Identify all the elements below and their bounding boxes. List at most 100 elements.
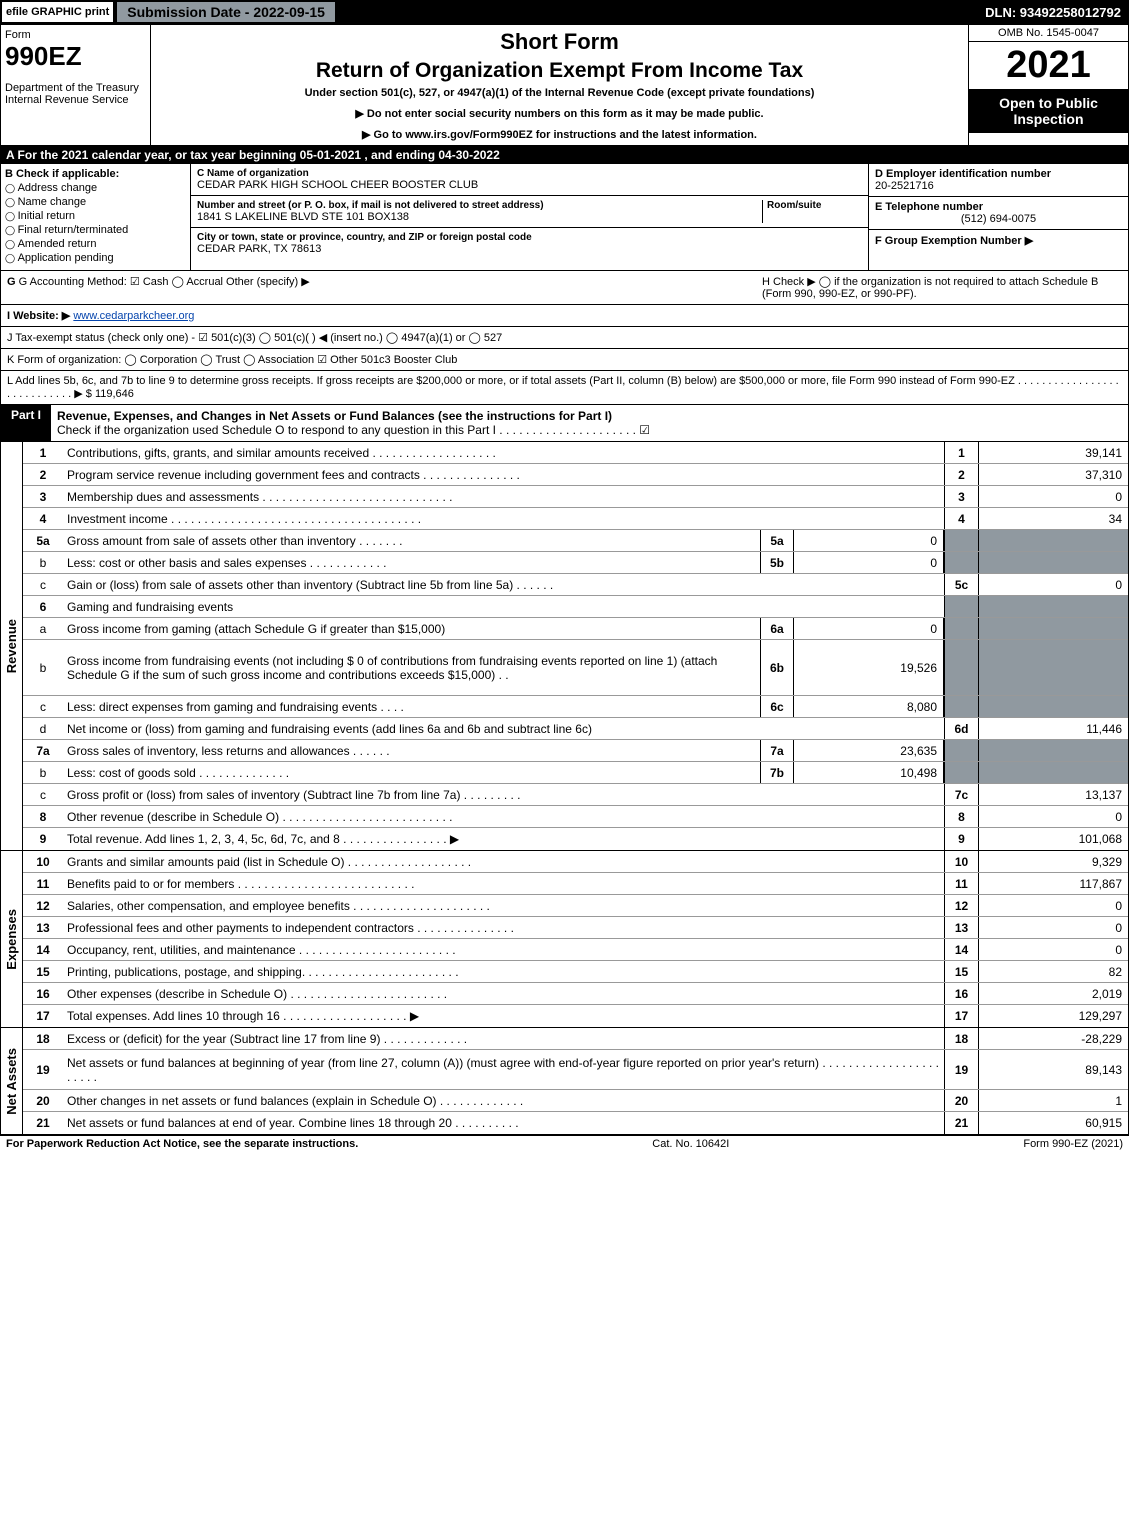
expenses-side-label: Expenses <box>1 851 23 1027</box>
org-name-label: C Name of organization <box>197 168 862 179</box>
open-to-public: Open to Public Inspection <box>969 89 1128 133</box>
phone-value: (512) 694-0075 <box>875 213 1122 225</box>
line-11: 11Benefits paid to or for members . . . … <box>23 873 1128 895</box>
phone-row: E Telephone number (512) 694-0075 <box>869 197 1128 230</box>
line-18: 18Excess or (deficit) for the year (Subt… <box>23 1028 1128 1050</box>
dln-label: DLN: 93492258012792 <box>977 5 1129 20</box>
part-i-check: Check if the organization used Schedule … <box>57 423 650 437</box>
note-url: ▶ Go to www.irs.gov/Form990EZ for instru… <box>155 128 964 141</box>
line-6c: cLess: direct expenses from gaming and f… <box>23 696 1128 718</box>
note-ssn: ▶ Do not enter social security numbers o… <box>155 107 964 120</box>
addr-value: 1841 S LAKELINE BLVD STE 101 BOX138 <box>197 211 762 223</box>
line-6d: dNet income or (loss) from gaming and fu… <box>23 718 1128 740</box>
header-left: Form 990EZ Department of the Treasury In… <box>1 25 151 145</box>
efile-print-button[interactable]: efile GRAPHIC print <box>0 0 115 24</box>
row-k: K Form of organization: ◯ Corporation ◯ … <box>0 349 1129 371</box>
form-header: Form 990EZ Department of the Treasury In… <box>0 24 1129 146</box>
chk-address-change[interactable]: Address change <box>5 182 186 194</box>
row-a-tax-year: A For the 2021 calendar year, or tax yea… <box>0 146 1129 164</box>
city-row: City or town, state or province, country… <box>191 228 868 259</box>
row-l-text: L Add lines 5b, 6c, and 7b to line 9 to … <box>7 375 1119 400</box>
ein-value: 20-2521716 <box>875 180 1122 192</box>
line-8: 8Other revenue (describe in Schedule O) … <box>23 806 1128 828</box>
footer-form-id: Form 990-EZ (2021) <box>1023 1138 1123 1150</box>
line-20: 20Other changes in net assets or fund ba… <box>23 1090 1128 1112</box>
website-label: I Website: ▶ <box>7 310 70 322</box>
line-5a: 5aGross amount from sale of assets other… <box>23 530 1128 552</box>
chk-initial-return[interactable]: Initial return <box>5 210 186 222</box>
part-i-title: Revenue, Expenses, and Changes in Net As… <box>51 405 1128 441</box>
expenses-group: Expenses 10Grants and similar amounts pa… <box>1 850 1128 1027</box>
line-7c: cGross profit or (loss) from sales of in… <box>23 784 1128 806</box>
block-b: B Check if applicable: Address change Na… <box>1 164 191 270</box>
tax-year: 2021 <box>969 42 1128 89</box>
line-15: 15Printing, publications, postage, and s… <box>23 961 1128 983</box>
form-subtitle: Under section 501(c), 527, or 4947(a)(1)… <box>155 87 964 99</box>
line-9: 9Total revenue. Add lines 1, 2, 3, 4, 5c… <box>23 828 1128 850</box>
ein-label: D Employer identification number <box>875 168 1122 180</box>
part-i-header: Part I Revenue, Expenses, and Changes in… <box>0 405 1129 442</box>
form-title: Return of Organization Exempt From Incom… <box>155 59 964 83</box>
row-l: L Add lines 5b, 6c, and 7b to line 9 to … <box>0 371 1129 405</box>
ein-row: D Employer identification number 20-2521… <box>869 164 1128 197</box>
org-name-row: C Name of organization CEDAR PARK HIGH S… <box>191 164 868 196</box>
row-j: J Tax-exempt status (check only one) - ☑… <box>0 327 1129 349</box>
row-gh: G G Accounting Method: ☑ Cash ◯ Accrual … <box>0 271 1129 305</box>
line-16: 16Other expenses (describe in Schedule O… <box>23 983 1128 1005</box>
line-19: 19Net assets or fund balances at beginni… <box>23 1050 1128 1090</box>
block-right: D Employer identification number 20-2521… <box>868 164 1128 270</box>
block-c: C Name of organization CEDAR PARK HIGH S… <box>191 164 868 270</box>
revenue-side-label: Revenue <box>1 442 23 850</box>
row-l-value: 119,646 <box>95 388 134 400</box>
line-7b: bLess: cost of goods sold . . . . . . . … <box>23 762 1128 784</box>
line-5b: bLess: cost or other basis and sales exp… <box>23 552 1128 574</box>
accounting-method: G G Accounting Method: ☑ Cash ◯ Accrual … <box>7 275 762 300</box>
line-21: 21Net assets or fund balances at end of … <box>23 1112 1128 1134</box>
line-1: 1Contributions, gifts, grants, and simil… <box>23 442 1128 464</box>
room-label: Room/suite <box>767 200 862 211</box>
org-name: CEDAR PARK HIGH SCHOOL CHEER BOOSTER CLU… <box>197 179 862 191</box>
form-label: Form <box>5 29 146 41</box>
omb-number: OMB No. 1545-0047 <box>969 25 1128 42</box>
part-i-label: Part I <box>1 405 51 441</box>
chk-name-change[interactable]: Name change <box>5 196 186 208</box>
chk-final-return[interactable]: Final return/terminated <box>5 224 186 236</box>
city-label: City or town, state or province, country… <box>197 232 862 243</box>
block-bcd: B Check if applicable: Address change Na… <box>0 164 1129 271</box>
short-form-label: Short Form <box>155 29 964 55</box>
schedule-b-check: H Check ▶ ◯ if the organization is not r… <box>762 275 1122 300</box>
group-exemption-row: F Group Exemption Number ▶ <box>869 230 1128 251</box>
top-bar: efile GRAPHIC print Submission Date - 20… <box>0 0 1129 24</box>
block-b-label: B Check if applicable: <box>5 168 186 180</box>
netassets-group: Net Assets 18Excess or (deficit) for the… <box>1 1027 1128 1134</box>
row-i: I Website: ▶ www.cedarparkcheer.org <box>0 305 1129 327</box>
line-2: 2Program service revenue including gover… <box>23 464 1128 486</box>
header-right: OMB No. 1545-0047 2021 Open to Public In… <box>968 25 1128 145</box>
line-17: 17Total expenses. Add lines 10 through 1… <box>23 1005 1128 1027</box>
website-link[interactable]: www.cedarparkcheer.org <box>73 310 194 322</box>
phone-label: E Telephone number <box>875 201 1122 213</box>
city-value: CEDAR PARK, TX 78613 <box>197 243 862 255</box>
line-12: 12Salaries, other compensation, and empl… <box>23 895 1128 917</box>
line-10: 10Grants and similar amounts paid (list … <box>23 851 1128 873</box>
line-6b: bGross income from fundraising events (n… <box>23 640 1128 696</box>
line-14: 14Occupancy, rent, utilities, and mainte… <box>23 939 1128 961</box>
footer-cat-no: Cat. No. 10642I <box>358 1138 1023 1150</box>
chk-amended-return[interactable]: Amended return <box>5 238 186 250</box>
footer-left: For Paperwork Reduction Act Notice, see … <box>6 1138 358 1150</box>
part-i-table: Revenue 1Contributions, gifts, grants, a… <box>0 442 1129 1135</box>
addr-row: Number and street (or P. O. box, if mail… <box>191 196 868 228</box>
revenue-group: Revenue 1Contributions, gifts, grants, a… <box>1 442 1128 850</box>
submission-date: Submission Date - 2022-09-15 <box>115 0 337 24</box>
line-13: 13Professional fees and other payments t… <box>23 917 1128 939</box>
line-6: 6Gaming and fundraising events <box>23 596 1128 618</box>
chk-application-pending[interactable]: Application pending <box>5 252 186 264</box>
addr-label: Number and street (or P. O. box, if mail… <box>197 200 762 211</box>
line-4: 4Investment income . . . . . . . . . . .… <box>23 508 1128 530</box>
footer: For Paperwork Reduction Act Notice, see … <box>0 1135 1129 1152</box>
line-3: 3Membership dues and assessments . . . .… <box>23 486 1128 508</box>
group-exemption-label: F Group Exemption Number ▶ <box>875 234 1122 247</box>
line-7a: 7aGross sales of inventory, less returns… <box>23 740 1128 762</box>
netassets-side-label: Net Assets <box>1 1028 23 1134</box>
line-5c: cGain or (loss) from sale of assets othe… <box>23 574 1128 596</box>
